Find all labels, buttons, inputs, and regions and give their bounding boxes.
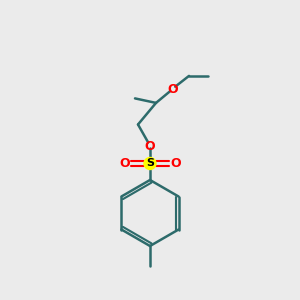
Text: O: O	[145, 140, 155, 153]
Text: O: O	[167, 83, 178, 96]
Circle shape	[144, 158, 156, 169]
Text: O: O	[170, 157, 181, 170]
Text: S: S	[146, 158, 154, 169]
Text: O: O	[119, 157, 130, 170]
